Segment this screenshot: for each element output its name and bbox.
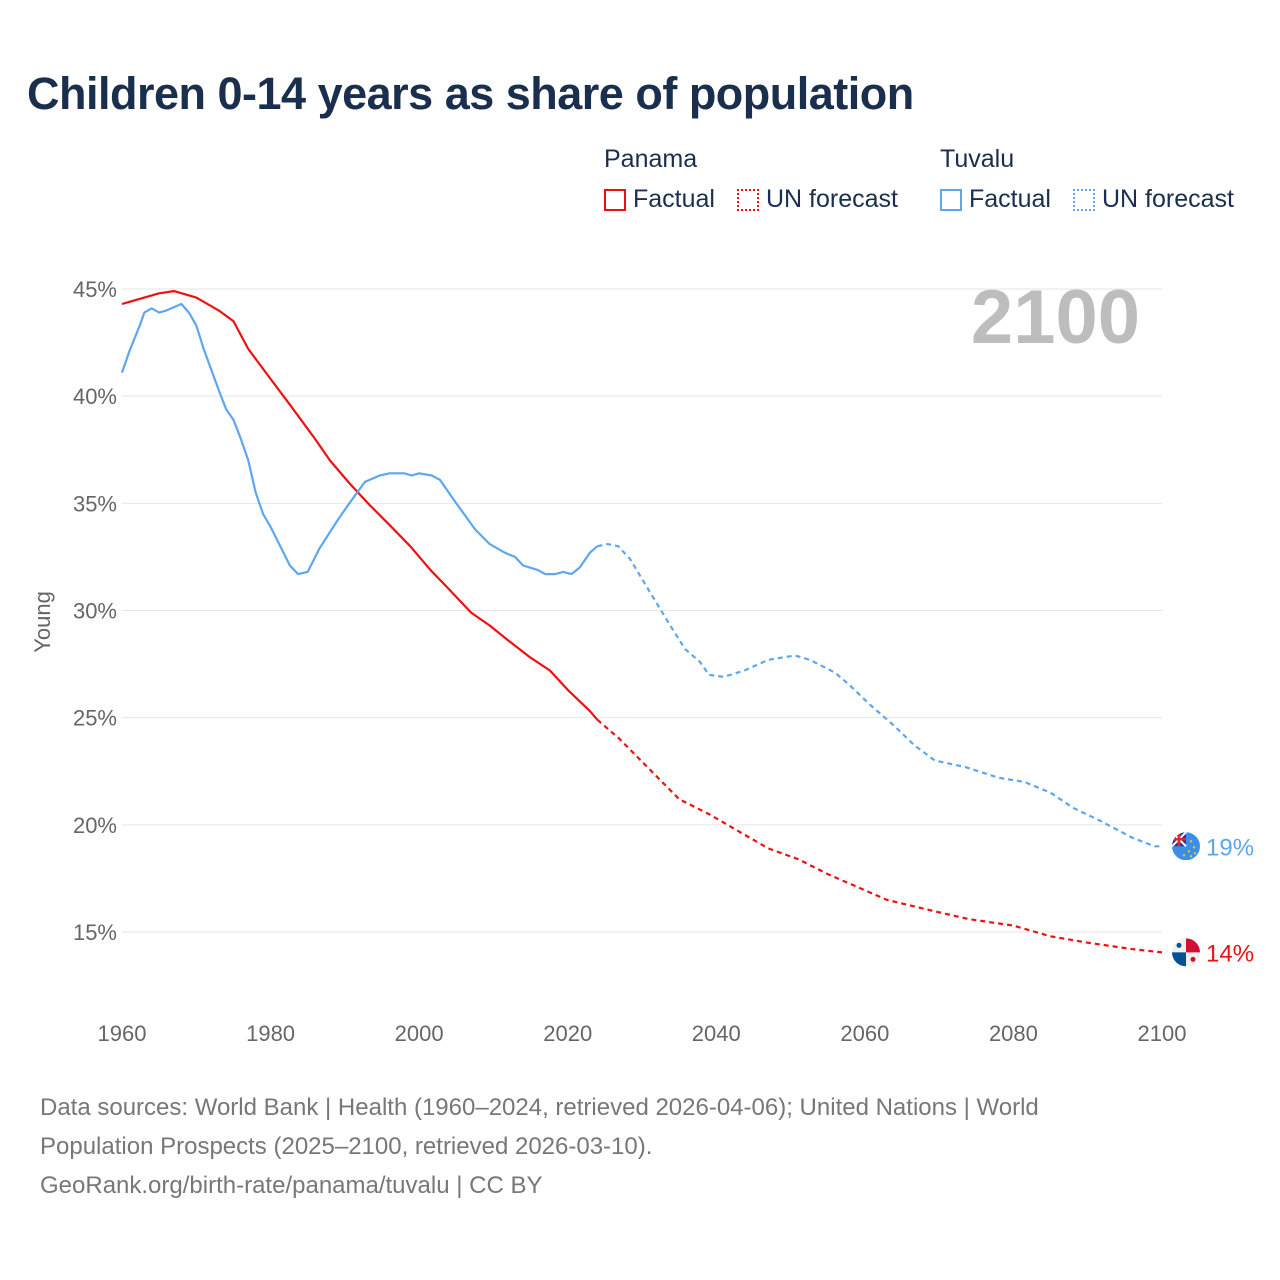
x-tick-label: 2040 <box>692 1021 741 1046</box>
legend-label: UN forecast <box>1102 185 1234 213</box>
source-line-1: Data sources: World Bank | Health (1960–… <box>40 1094 1039 1121</box>
flag-star <box>1193 852 1197 855</box>
tuvalu-end-label: 19% <box>1206 834 1254 861</box>
y-tick-label: 15% <box>73 920 117 945</box>
chart-title: Children 0-14 years as share of populati… <box>27 68 914 119</box>
legend-swatch-dotted <box>1073 188 1095 211</box>
legend-label: UN forecast <box>766 185 898 213</box>
y-tick-label: 25% <box>73 706 117 731</box>
flag <box>1172 938 1200 967</box>
chart-area: 15% 20% 25% 30% 35% 40% 45% 1960 1980 2000 2020 204… <box>30 275 1254 1046</box>
flag-blue <box>1172 952 1186 967</box>
panama-forecast-line <box>596 718 1163 954</box>
legend-country-tuvalu: Tuvalu <box>940 145 1015 173</box>
x-tick-label: 2060 <box>840 1021 889 1046</box>
panama-factual-line <box>121 290 599 721</box>
source-line-3[interactable]: GeoRank.org/birth-rate/panama/tuvalu | C… <box>40 1172 543 1199</box>
x-tick-label: 1960 <box>98 1021 147 1046</box>
tuvalu-forecast-line <box>597 542 1162 848</box>
flag-star <box>1192 846 1196 849</box>
flag-cross <box>1172 832 1186 847</box>
legend-swatch-dotted <box>737 188 759 211</box>
source-line-2: Population Prospects (2025–2100, retriev… <box>40 1133 653 1160</box>
y-tick-label: 30% <box>73 599 117 624</box>
legend-swatch-solid <box>940 188 962 211</box>
x-tick-label: 2000 <box>395 1021 444 1046</box>
tuvalu-flag-icon <box>1172 832 1200 861</box>
legend-label: Factual <box>633 185 715 213</box>
x-tick-label: 2020 <box>543 1021 592 1046</box>
y-tick-label: 40% <box>73 384 117 409</box>
flag-star <box>1176 942 1182 948</box>
legend-label: Factual <box>969 185 1051 213</box>
legend-item-tuvalu-factual[interactable]: Factual <box>940 185 1051 214</box>
flag-star <box>1182 854 1186 857</box>
y-axis-label: Young <box>30 591 55 653</box>
y-tick-label: 35% <box>73 491 117 516</box>
flag-star <box>1189 855 1193 858</box>
flag-star <box>1187 850 1191 853</box>
legend-swatch-solid <box>604 188 626 211</box>
legend-item-tuvalu-forecast[interactable]: UN forecast <box>1073 185 1234 214</box>
panama-end-label: 14% <box>1206 940 1254 967</box>
x-tick-label: 2080 <box>989 1021 1038 1046</box>
y-tick-label: 45% <box>73 277 117 302</box>
y-tick-label: 20% <box>73 813 117 838</box>
legend-item-panama-forecast[interactable]: UN forecast <box>737 185 898 214</box>
flag-star <box>1189 840 1193 843</box>
flag-red <box>1186 938 1200 953</box>
x-tick-label: 1980 <box>246 1021 295 1046</box>
legend-country-panama: Panama <box>604 145 698 173</box>
tuvalu-factual-line <box>120 302 599 576</box>
source-note: Data sources: World Bank | Health (1960–… <box>40 1088 1190 1205</box>
legend-item-panama-factual[interactable]: Factual <box>604 185 715 214</box>
x-tick-label: 2100 <box>1138 1021 1187 1046</box>
panama-flag-icon <box>1172 938 1200 967</box>
flag-star <box>1190 956 1196 962</box>
year-overlay: 2100 <box>971 275 1140 360</box>
flag <box>1172 832 1200 861</box>
